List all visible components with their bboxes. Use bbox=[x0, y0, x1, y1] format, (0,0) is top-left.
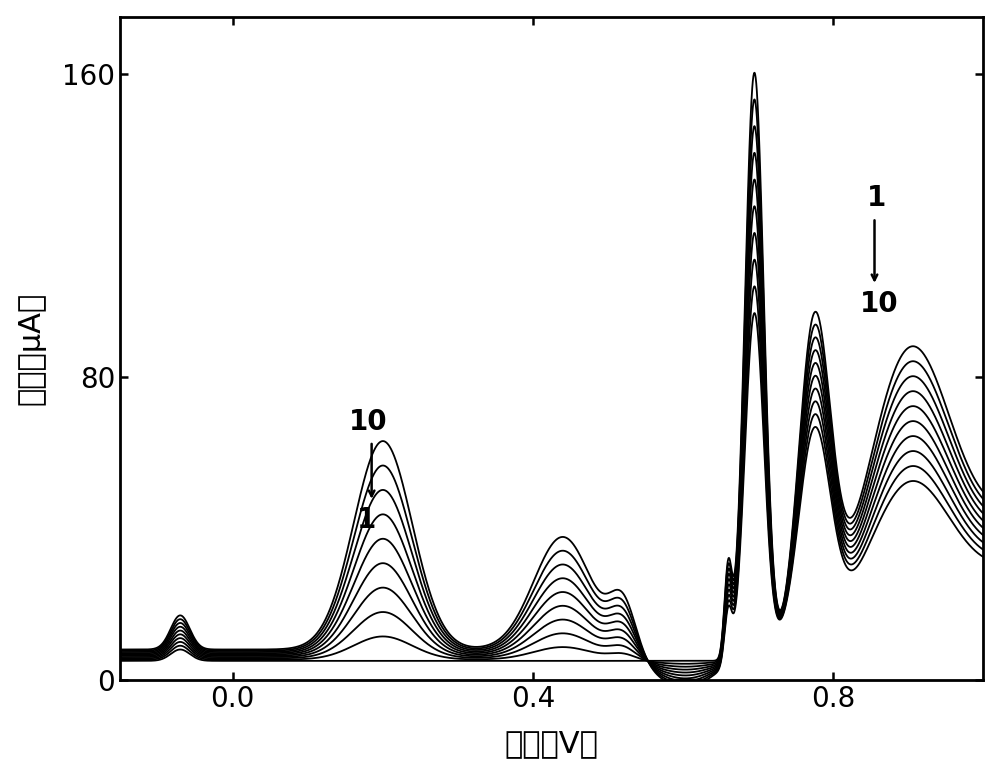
X-axis label: 电压（V）: 电压（V） bbox=[505, 729, 599, 758]
Y-axis label: 电流（μA）: 电流（μA） bbox=[17, 291, 46, 405]
Text: 10: 10 bbox=[349, 408, 388, 436]
Text: 10: 10 bbox=[859, 290, 898, 319]
Text: 1: 1 bbox=[357, 506, 376, 534]
Text: 1: 1 bbox=[867, 184, 886, 212]
